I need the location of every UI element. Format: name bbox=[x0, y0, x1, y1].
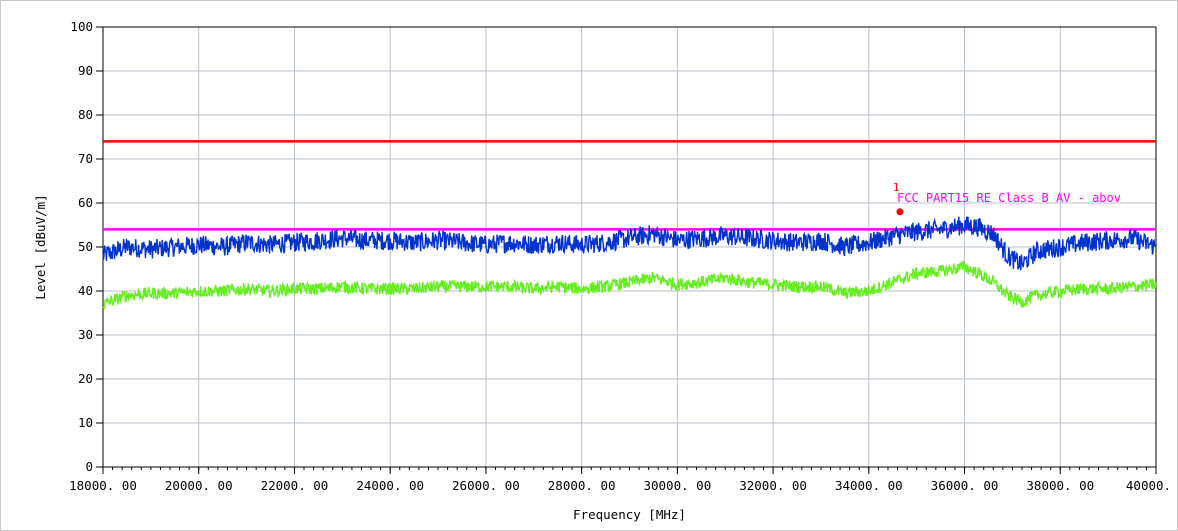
x-tick-label: 40000. 0 bbox=[1126, 478, 1178, 493]
x-tick-label: 24000. 00 bbox=[356, 478, 424, 493]
x-tick-label: 26000. 00 bbox=[452, 478, 520, 493]
y-tick-label: 30 bbox=[78, 327, 93, 342]
y-tick-label: 40 bbox=[78, 283, 93, 298]
x-tick-label: 22000. 00 bbox=[261, 478, 329, 493]
marker-point bbox=[896, 208, 904, 216]
y-tick-label: 70 bbox=[78, 151, 93, 166]
x-tick-label: 18000. 00 bbox=[69, 478, 137, 493]
x-axis-title: Frequency [MHz] bbox=[573, 507, 686, 522]
y-tick-label: 90 bbox=[78, 63, 93, 78]
average-trace bbox=[102, 259, 1157, 311]
y-tick-label: 50 bbox=[78, 239, 93, 254]
y-tick-label: 60 bbox=[78, 195, 93, 210]
peak-trace bbox=[102, 216, 1157, 271]
x-tick-label: 28000. 00 bbox=[548, 478, 616, 493]
y-axis-title: Level [dBuV/m] bbox=[33, 194, 48, 299]
limit-line-label: FCC PART15 RE Class B AV - abov bbox=[897, 191, 1121, 205]
x-tick-label: 38000. 00 bbox=[1026, 478, 1094, 493]
y-tick-label: 100 bbox=[70, 19, 93, 34]
x-tick-label: 32000. 00 bbox=[739, 478, 807, 493]
x-tick-label: 36000. 00 bbox=[931, 478, 999, 493]
x-tick-label: 34000. 00 bbox=[835, 478, 903, 493]
y-tick-label: 0 bbox=[85, 459, 93, 474]
y-tick-label: 10 bbox=[78, 415, 93, 430]
x-tick-label: 20000. 00 bbox=[165, 478, 233, 493]
x-tick-label: 30000. 00 bbox=[643, 478, 711, 493]
marker-label: 1 bbox=[893, 181, 900, 194]
y-tick-label: 80 bbox=[78, 107, 93, 122]
y-tick-label: 20 bbox=[78, 371, 93, 386]
